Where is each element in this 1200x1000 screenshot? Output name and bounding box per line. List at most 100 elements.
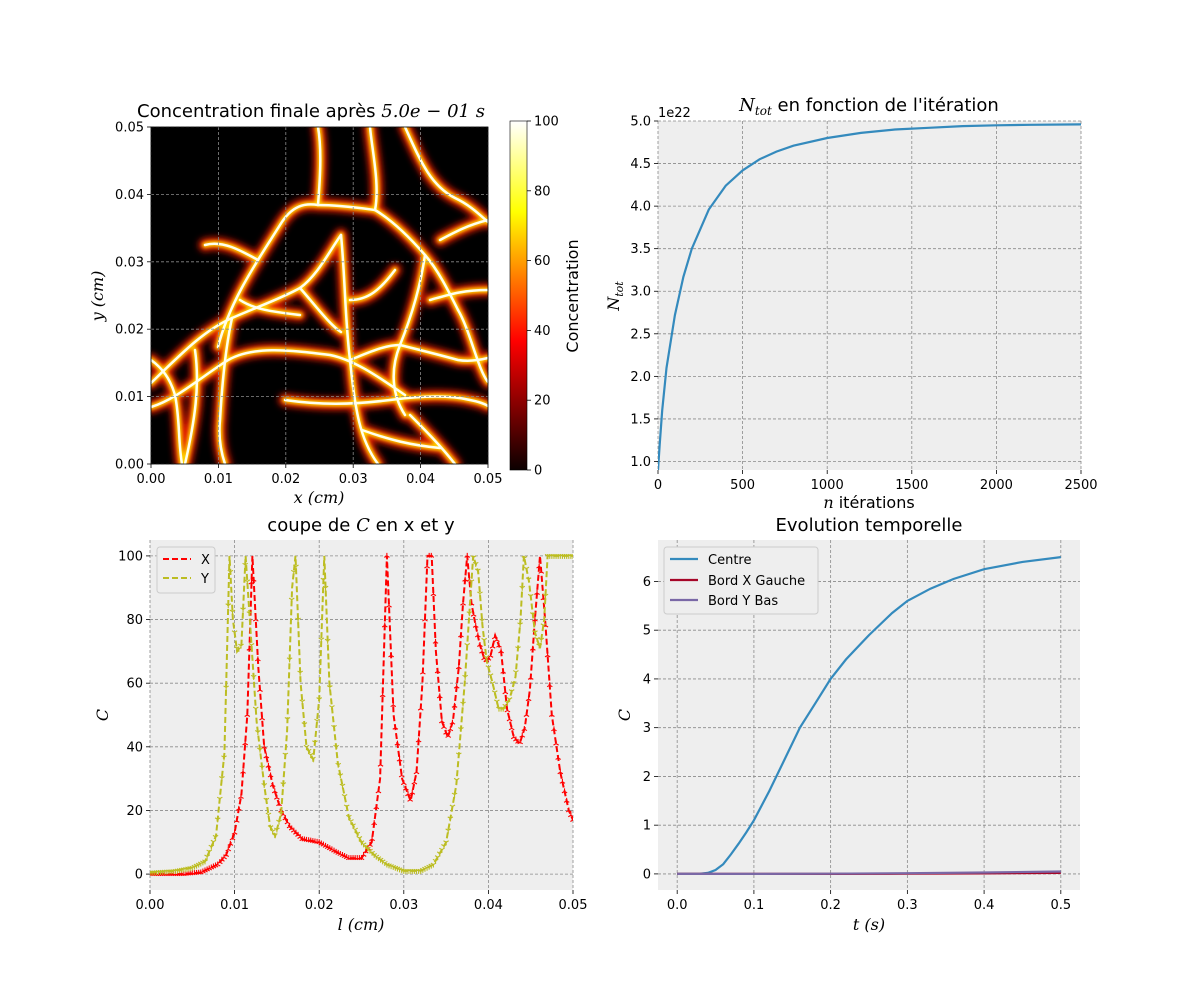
coupe-marker <box>487 652 494 658</box>
coupe-marker <box>453 683 460 689</box>
coupe-marker <box>246 611 253 617</box>
filament-core-path <box>408 413 457 464</box>
y-tick-label: 2 <box>643 770 651 785</box>
coupe-marker <box>458 727 464 732</box>
coupe-marker <box>532 616 538 622</box>
coupe-marker <box>337 773 344 779</box>
coupe-marker <box>233 817 240 823</box>
coupe-marker <box>428 552 435 558</box>
y-tick-label: 3.0 <box>630 285 651 300</box>
coupe-marker <box>538 568 545 574</box>
legend-label-bord-y: Bord Y Bas <box>708 594 778 609</box>
colorbar-tick-label: 60 <box>534 254 551 269</box>
coupe-marker <box>523 566 530 572</box>
coupe-marker <box>472 561 479 567</box>
coupe-marker <box>407 796 414 802</box>
coupe-marker <box>252 616 259 622</box>
coupe-marker <box>231 630 238 636</box>
coupe-marker <box>434 668 441 674</box>
coupe-marker <box>208 844 215 850</box>
filament-core-path <box>151 233 343 385</box>
coupe-marker <box>326 685 333 691</box>
coupe-marker <box>477 642 483 647</box>
coupe-marker <box>464 643 471 648</box>
coupe-marker <box>409 789 416 795</box>
y-tick-label: 0 <box>643 867 651 882</box>
colorbar-tick-label: 20 <box>534 394 551 409</box>
coupe-grid <box>149 540 574 890</box>
coupe-marker <box>570 553 573 559</box>
coupe-marker <box>474 568 481 574</box>
x-tick-label: 0.4 <box>974 898 995 913</box>
coupe-marker <box>276 801 282 807</box>
x-tick-label: 0.05 <box>559 898 588 913</box>
coupe-marker <box>373 804 380 810</box>
evolution-panel: Evolution temporelle 0.0 0.1 0.2 0.3 0.4 0.5 … <box>615 515 1080 934</box>
coupe-marker <box>394 740 401 746</box>
coupe-marker <box>299 699 306 705</box>
coupe-marker <box>483 655 490 661</box>
x-tick-label: 0.01 <box>204 472 233 487</box>
coupe-marker <box>240 607 246 613</box>
filament-core-path <box>403 127 488 224</box>
coupe-marker <box>570 817 573 822</box>
evolution-x-label: t (s) <box>853 915 885 934</box>
colorbar-tick-label: 40 <box>534 324 551 339</box>
coupe-marker <box>449 719 456 725</box>
coupe-marker <box>447 816 454 822</box>
coupe-marker <box>282 752 289 758</box>
x-tick-label: 0.0 <box>667 898 688 913</box>
coupe-marker <box>510 681 517 687</box>
coupe-marker <box>225 846 232 852</box>
filament-core-path <box>456 308 488 384</box>
coupe-marker <box>396 756 403 762</box>
colorbar <box>509 120 528 471</box>
coupe-marker <box>553 740 559 746</box>
coupe-marker <box>259 765 265 771</box>
coupe-marker <box>274 794 280 800</box>
coupe-marker <box>219 776 225 781</box>
coupe-x-label: l (cm) <box>338 915 385 934</box>
heatmap-x-label: x (cm) <box>294 488 345 507</box>
y-tick-label: 0.04 <box>115 188 144 203</box>
coupe-marker <box>381 622 388 628</box>
coupe-marker <box>498 648 504 654</box>
y-tick-label: 20 <box>126 804 143 819</box>
coupe-title: coupe de C en x et y <box>267 515 455 536</box>
evolution-y-ticks: 0 1 2 3 4 5 6 <box>643 575 658 882</box>
y-tick-label: 5.0 <box>630 115 651 130</box>
filament-core-path <box>316 127 322 207</box>
legend-label-x: X <box>201 553 210 568</box>
coupe-marker <box>496 642 502 648</box>
heatmap-y-label: y (cm) <box>88 271 107 323</box>
ntot-x-label: n itérations <box>823 493 914 512</box>
coupe-marker <box>252 706 259 712</box>
coupe-x-ticks: 0.00 0.01 0.02 0.03 0.04 0.05 <box>136 890 588 913</box>
x-tick-label: 500 <box>730 478 755 493</box>
heatmap-image <box>151 127 488 464</box>
coupe-line-x <box>150 554 573 876</box>
y-tick-label: 1.0 <box>630 455 651 470</box>
coupe-marker <box>411 779 418 785</box>
y-tick-label: 0 <box>135 868 143 883</box>
coupe-marker <box>231 829 238 835</box>
coupe-marker <box>254 656 261 662</box>
coupe-marker <box>333 744 339 750</box>
coupe-series-y <box>150 553 573 876</box>
x-tick-label: 0.5 <box>1050 898 1071 913</box>
coupe-marker <box>453 777 460 783</box>
filament-core-path <box>151 348 407 409</box>
evolution-legend-box <box>663 546 819 615</box>
evolution-y-label: C <box>615 709 634 721</box>
coupe-marker <box>422 616 428 622</box>
coupe-marker <box>470 555 477 561</box>
ntot-title: Ntot en fonction de l'itération <box>738 95 999 118</box>
coupe-marker <box>546 682 553 688</box>
coupe-marker <box>477 591 483 597</box>
coupe-marker <box>468 579 475 585</box>
coupe-marker <box>257 747 263 753</box>
evolution-x-ticks: 0.0 0.1 0.2 0.3 0.4 0.5 <box>667 890 1071 913</box>
coupe-marker <box>227 840 234 846</box>
coupe-marker <box>472 622 479 628</box>
colorbar-label: Concentration <box>563 239 582 352</box>
